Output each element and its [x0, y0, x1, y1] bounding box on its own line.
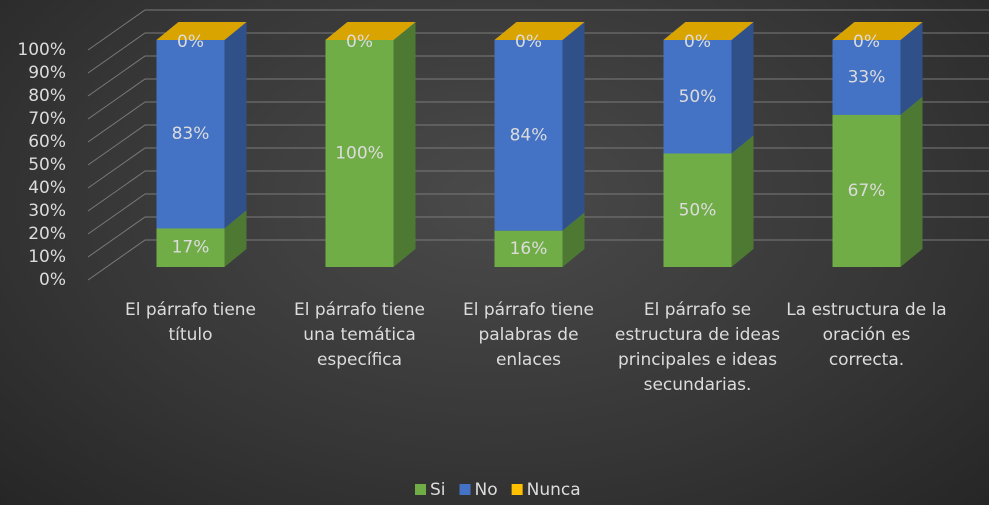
data-label: 0%	[346, 32, 373, 52]
bar-front	[494, 40, 563, 231]
bar-top	[663, 22, 754, 40]
data-label: 0%	[177, 32, 204, 52]
bar-segment	[325, 22, 416, 40]
y-tick-label: 80%	[28, 86, 66, 106]
bar-segment	[663, 22, 754, 40]
bar-segment	[494, 22, 585, 40]
y-tick-label: 40%	[28, 178, 66, 198]
y-tick-label: 60%	[28, 132, 66, 152]
x-tick-label: El párrafo tiene palabras de enlaces	[462, 300, 595, 370]
grid-line	[87, 9, 989, 51]
x-tick-label: La estructura de la oración es correcta.	[786, 300, 947, 370]
legend-label: Si	[430, 480, 446, 500]
data-label: 0%	[853, 32, 880, 52]
y-tick-label: 100%	[17, 40, 66, 60]
y-tick-label: 70%	[28, 109, 66, 129]
data-label: 0%	[515, 32, 542, 52]
data-label: 83%	[172, 124, 210, 144]
legend-swatch	[415, 484, 426, 495]
bar-segment	[832, 96, 923, 267]
bar-side	[393, 22, 416, 267]
bar-side	[562, 212, 585, 267]
bar-segment	[832, 22, 923, 40]
bar-top	[832, 22, 923, 40]
y-tick-label: 30%	[28, 201, 66, 221]
y-tick-label: 50%	[28, 155, 66, 175]
bar-front	[494, 230, 563, 267]
bar-side	[731, 22, 754, 154]
legend-swatch	[459, 484, 471, 495]
y-tick-label: 90%	[28, 63, 66, 83]
bar-top	[156, 22, 247, 40]
x-tick-label: El párrafo se estructura de ideas princi…	[614, 300, 781, 395]
x-tick-label: El párrafo tiene una temática específica	[293, 300, 426, 370]
data-label: 100%	[335, 144, 384, 164]
bar-side	[900, 22, 923, 115]
bar-segment	[832, 22, 923, 115]
bar-front	[156, 40, 225, 229]
y-tick-label: 20%	[28, 224, 66, 244]
bar-front	[156, 228, 225, 267]
data-label: 17%	[172, 238, 210, 258]
data-label: 50%	[679, 87, 717, 107]
bar-segment	[156, 22, 247, 40]
data-label: 33%	[848, 67, 886, 87]
bar-side	[731, 135, 754, 267]
bar-front	[663, 153, 732, 267]
data-label: 84%	[510, 125, 548, 145]
y-tick-label: 0%	[39, 270, 66, 290]
bar-front	[325, 40, 394, 267]
bar-front	[832, 114, 901, 267]
legend-swatch	[511, 484, 523, 495]
bar-top	[494, 22, 585, 40]
bar-side	[562, 22, 585, 231]
bar-side	[224, 210, 247, 267]
bar-front	[832, 40, 901, 115]
data-label: 50%	[679, 200, 717, 220]
y-tick-label: 10%	[28, 247, 66, 267]
bar-front	[663, 40, 732, 154]
legend-label: Nunca	[527, 480, 581, 500]
data-label: 67%	[848, 181, 886, 201]
x-tick-label: El párrafo tiene título	[124, 300, 257, 345]
data-label: 0%	[684, 32, 711, 52]
bar-side	[224, 22, 247, 229]
data-label: 16%	[510, 239, 548, 259]
bar-side	[900, 96, 923, 267]
bar-top	[325, 22, 416, 40]
legend-label: No	[475, 480, 498, 500]
